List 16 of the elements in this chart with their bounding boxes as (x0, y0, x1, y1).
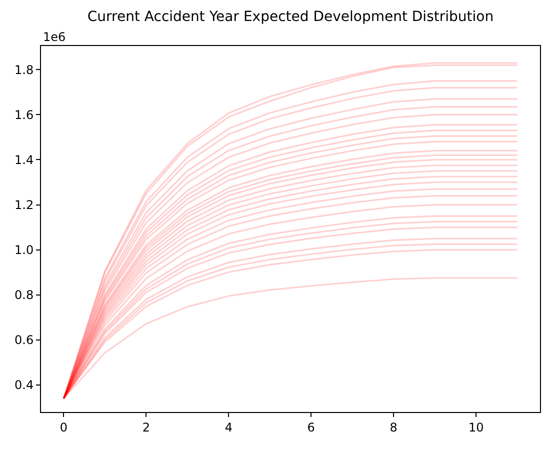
x-tick-label: 2 (142, 420, 150, 434)
y-tick-label: 1.4 (14, 152, 34, 167)
x-tick-label: 6 (307, 420, 315, 434)
x-tick-label: 10 (468, 420, 484, 434)
y-tick-label: 1.6 (14, 108, 34, 122)
y-tick-label: 0.8 (14, 288, 34, 302)
x-tick-label: 8 (390, 420, 398, 434)
y-tick-label: 0.6 (14, 333, 34, 348)
y-tick-label: 1.2 (14, 198, 34, 212)
x-tick-label: 0 (60, 420, 68, 434)
chart-title: Current Accident Year Expected Development Distribution (87, 9, 494, 26)
text: 1e6 (43, 30, 66, 44)
y-tick-label: 1.0 (14, 243, 34, 258)
y-tick-label: 1.8 (14, 62, 34, 77)
x-tick-label: 4 (224, 420, 232, 434)
y-tick-label: 0.4 (14, 378, 34, 392)
